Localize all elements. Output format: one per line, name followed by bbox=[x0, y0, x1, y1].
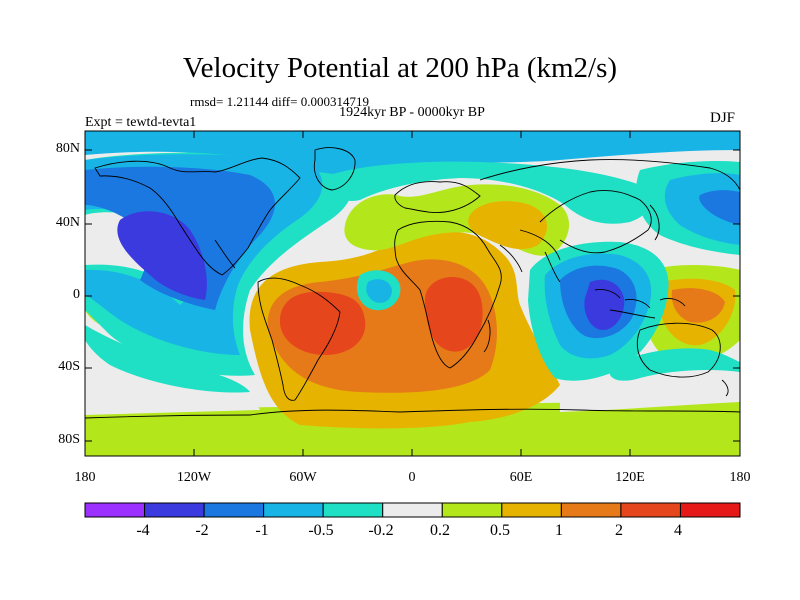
colorbar-swatch bbox=[322, 502, 384, 518]
lon-label-180w: 180 bbox=[74, 470, 96, 485]
colorbar-swatch bbox=[203, 502, 265, 518]
colorbar-swatch bbox=[84, 502, 146, 518]
colorbar-swatch bbox=[620, 502, 681, 518]
contour-fill bbox=[85, 131, 740, 456]
lon-label-120e: 120E bbox=[615, 470, 645, 485]
colorbar-swatch bbox=[441, 502, 503, 518]
experiment-label: Expt = tewtd-tevta1 bbox=[85, 115, 197, 130]
colorbar-label: -0.2 bbox=[368, 522, 394, 539]
colorbar-label: -0.5 bbox=[308, 522, 334, 539]
lat-label-0: 0 bbox=[73, 287, 80, 302]
colorbar-label: 2 bbox=[615, 522, 623, 539]
colorbar-label: 4 bbox=[674, 522, 682, 539]
lat-label-40n: 40N bbox=[55, 215, 80, 230]
colorbar-label: -4 bbox=[136, 522, 150, 539]
stats-text: rmsd= 1.21144 diff= 0.000314719 bbox=[190, 94, 369, 109]
season-label: DJF bbox=[710, 110, 736, 126]
lon-label-120w: 120W bbox=[176, 470, 212, 485]
period-subtitle: 1924kyr BP - 0000kyr BP bbox=[339, 105, 485, 120]
lon-label-180e: 180 bbox=[729, 470, 751, 485]
colorbar-label: 1 bbox=[555, 522, 563, 539]
lon-label-60w: 60W bbox=[289, 470, 317, 485]
colorbar bbox=[84, 502, 741, 518]
lon-label-0: 0 bbox=[408, 470, 416, 485]
lat-label-80n: 80N bbox=[55, 141, 80, 156]
lat-label-80s: 80S bbox=[58, 432, 80, 447]
lon-label-60e: 60E bbox=[509, 470, 533, 485]
colorbar-swatch bbox=[144, 502, 205, 518]
map-title: Velocity Potential at 200 hPa (km2/s) bbox=[182, 52, 618, 84]
colorbar-label: 0.5 bbox=[490, 522, 510, 539]
colorbar-label: 0.2 bbox=[430, 522, 450, 539]
colorbar-swatch bbox=[560, 502, 622, 518]
colorbar-swatch bbox=[382, 502, 443, 518]
colorbar-label: -1 bbox=[255, 522, 269, 539]
lat-label-40s: 40S bbox=[58, 359, 80, 374]
colorbar-swatch bbox=[501, 502, 562, 518]
colorbar-label: -2 bbox=[195, 522, 209, 539]
colorbar-swatch bbox=[263, 502, 324, 518]
axis-ticks bbox=[84, 131, 741, 456]
colorbar-swatch bbox=[679, 502, 741, 518]
